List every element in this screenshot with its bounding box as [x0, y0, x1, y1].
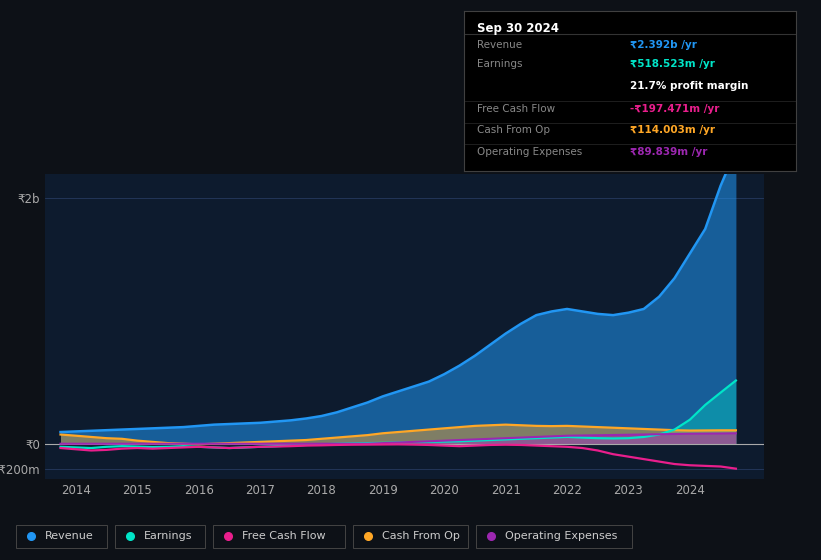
Text: Earnings: Earnings — [477, 59, 523, 69]
Text: ₹2.392b /yr: ₹2.392b /yr — [631, 40, 697, 50]
Text: Earnings: Earnings — [144, 531, 192, 542]
Text: Cash From Op: Cash From Op — [382, 531, 460, 542]
Text: Operating Expenses: Operating Expenses — [477, 147, 582, 157]
Text: Operating Expenses: Operating Expenses — [505, 531, 617, 542]
Text: Revenue: Revenue — [477, 40, 522, 50]
Text: ₹518.523m /yr: ₹518.523m /yr — [631, 59, 715, 69]
Text: Revenue: Revenue — [45, 531, 94, 542]
Text: Cash From Op: Cash From Op — [477, 124, 550, 134]
Text: Free Cash Flow: Free Cash Flow — [477, 104, 555, 114]
Text: ₹89.839m /yr: ₹89.839m /yr — [631, 147, 708, 157]
Text: -₹197.471m /yr: -₹197.471m /yr — [631, 104, 719, 114]
Text: Free Cash Flow: Free Cash Flow — [242, 531, 326, 542]
Text: 21.7% profit margin: 21.7% profit margin — [631, 81, 749, 91]
Text: ₹114.003m /yr: ₹114.003m /yr — [631, 124, 715, 134]
Text: Sep 30 2024: Sep 30 2024 — [477, 22, 559, 35]
